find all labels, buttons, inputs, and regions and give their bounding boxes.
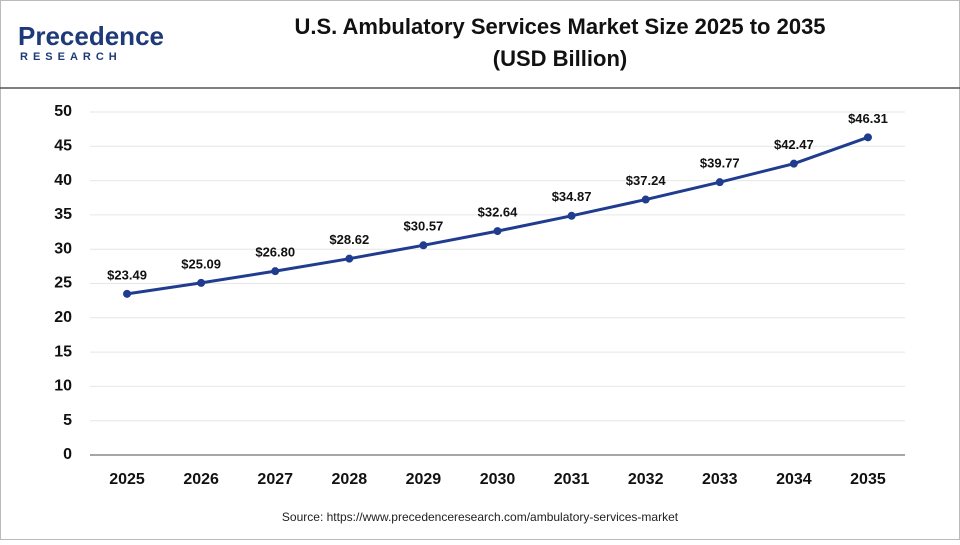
x-tick-label: 2027 — [257, 471, 293, 488]
value-label: $46.31 — [848, 111, 888, 126]
point — [715, 178, 724, 187]
x-tick-label: 2025 — [109, 471, 145, 488]
value-label: $42.47 — [774, 137, 814, 152]
point — [863, 133, 872, 142]
point — [493, 227, 502, 236]
value-label: $26.80 — [255, 245, 295, 260]
value-label: $39.77 — [700, 156, 740, 171]
source: Source: https://www.precedenceresearch.c… — [282, 510, 679, 524]
value-label: $23.49 — [107, 267, 147, 282]
point — [641, 195, 650, 204]
y-tick-label: 10 — [54, 378, 72, 395]
x-tick-label: 2035 — [850, 471, 886, 488]
x-tick-label: 2032 — [628, 471, 664, 488]
y-tick-label: 45 — [54, 138, 72, 155]
point — [123, 289, 132, 298]
x-tick-label: 2026 — [183, 471, 219, 488]
value-label: $30.57 — [404, 219, 444, 234]
logo-tagline: RESEARCH — [20, 51, 122, 63]
x-tick-label: 2030 — [480, 471, 516, 488]
value-label: $34.87 — [552, 189, 592, 204]
x-tick-label: 2031 — [554, 471, 590, 488]
point — [419, 241, 428, 250]
chart-title: U.S. Ambulatory Services Market Size 202… — [294, 14, 825, 39]
value-label: $37.24 — [626, 173, 667, 188]
y-tick-label: 50 — [54, 103, 72, 120]
point — [271, 267, 280, 276]
y-tick-label: 15 — [54, 343, 72, 360]
point — [197, 278, 206, 287]
point — [789, 159, 798, 168]
y-tick-label: 30 — [54, 240, 72, 257]
y-tick-label: 40 — [54, 172, 72, 189]
point — [345, 254, 354, 263]
y-tick-label: 0 — [63, 446, 72, 463]
value-label: $25.09 — [181, 256, 221, 271]
y-tick-label: 20 — [54, 309, 72, 326]
x-tick-label: 2033 — [702, 471, 738, 488]
x-tick-label: 2034 — [776, 471, 812, 488]
chart-subtitle: (USD Billion) — [493, 46, 627, 71]
x-tick-label: 2029 — [406, 471, 442, 488]
logo-name: Precedence — [18, 21, 164, 51]
point — [567, 211, 576, 220]
y-tick-label: 35 — [54, 206, 72, 223]
y-tick-label: 25 — [54, 275, 72, 292]
value-label: $32.64 — [478, 205, 519, 220]
x-tick-label: 2028 — [332, 471, 368, 488]
y-tick-label: 5 — [63, 412, 72, 429]
value-label: $28.62 — [329, 232, 369, 247]
